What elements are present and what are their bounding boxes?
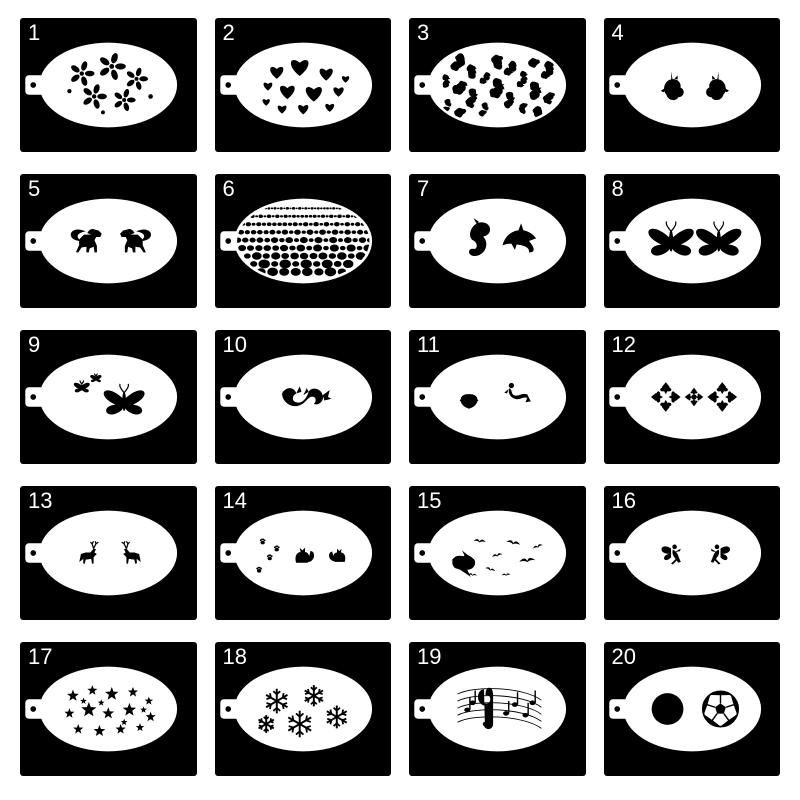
stencil-cell-4: 4 [604, 18, 781, 152]
stencil-plate-butterfly-mixed [20, 330, 197, 464]
stencil-number: 2 [223, 22, 235, 44]
stencil-number: 17 [28, 646, 52, 668]
stencil-number: 20 [612, 646, 636, 668]
stencil-plate-pegasus-pair [20, 174, 197, 308]
stencil-cell-5: 5 [20, 174, 197, 308]
stencil-cell-1: 1 [20, 18, 197, 152]
stencil-cell-2: 2 [215, 18, 392, 152]
stencil-number: 3 [417, 22, 429, 44]
stencil-number: 8 [612, 178, 624, 200]
stencil-number: 16 [612, 490, 636, 512]
stencil-cell-16: 16 [604, 486, 781, 620]
stencil-cell-7: 7 [409, 174, 586, 308]
stencil-number: 18 [223, 646, 247, 668]
stencil-number: 19 [417, 646, 441, 668]
stencil-cell-17: 17 [20, 642, 197, 776]
stencil-cell-8: 8 [604, 174, 781, 308]
stencil-cell-12: 12 [604, 330, 781, 464]
stencil-plate-butterflies-pair-large [604, 174, 781, 308]
stencil-number: 12 [612, 334, 636, 356]
stencil-number: 5 [28, 178, 40, 200]
stencil-plate-unicorn-heads-pair [604, 18, 781, 152]
stencil-cell-10: 10 [215, 330, 392, 464]
stencil-number: 7 [417, 178, 429, 200]
stencil-cell-14: 14 [215, 486, 392, 620]
stencil-plate-cobblestone-scales [215, 174, 392, 308]
stencil-number: 15 [417, 490, 441, 512]
stencil-cell-11: 11 [409, 330, 586, 464]
stencil-number: 14 [223, 490, 247, 512]
stencil-plate-flowers [20, 18, 197, 152]
stencil-cell-3: 3 [409, 18, 586, 152]
stencil-cell-18: 18 [215, 642, 392, 776]
stencil-cell-9: 9 [20, 330, 197, 464]
stencil-number: 6 [223, 178, 235, 200]
stencil-cell-19: 19 [409, 642, 586, 776]
stencil-number: 11 [417, 334, 440, 356]
stencil-cell-13: 13 [20, 486, 197, 620]
stencil-plate-hearts [215, 18, 392, 152]
stencil-cell-15: 15 [409, 486, 586, 620]
stencil-cell-6: 6 [215, 174, 392, 308]
stencil-number: 10 [223, 334, 247, 356]
stencil-plate-leopard-spots [409, 18, 586, 152]
stencil-number: 13 [28, 490, 52, 512]
stencil-cell-20: 20 [604, 642, 781, 776]
stencil-number: 9 [28, 334, 40, 356]
stencil-plate-seahorse-dolphin [409, 174, 586, 308]
stencil-number: 4 [612, 22, 624, 44]
stencil-number: 1 [28, 22, 40, 44]
